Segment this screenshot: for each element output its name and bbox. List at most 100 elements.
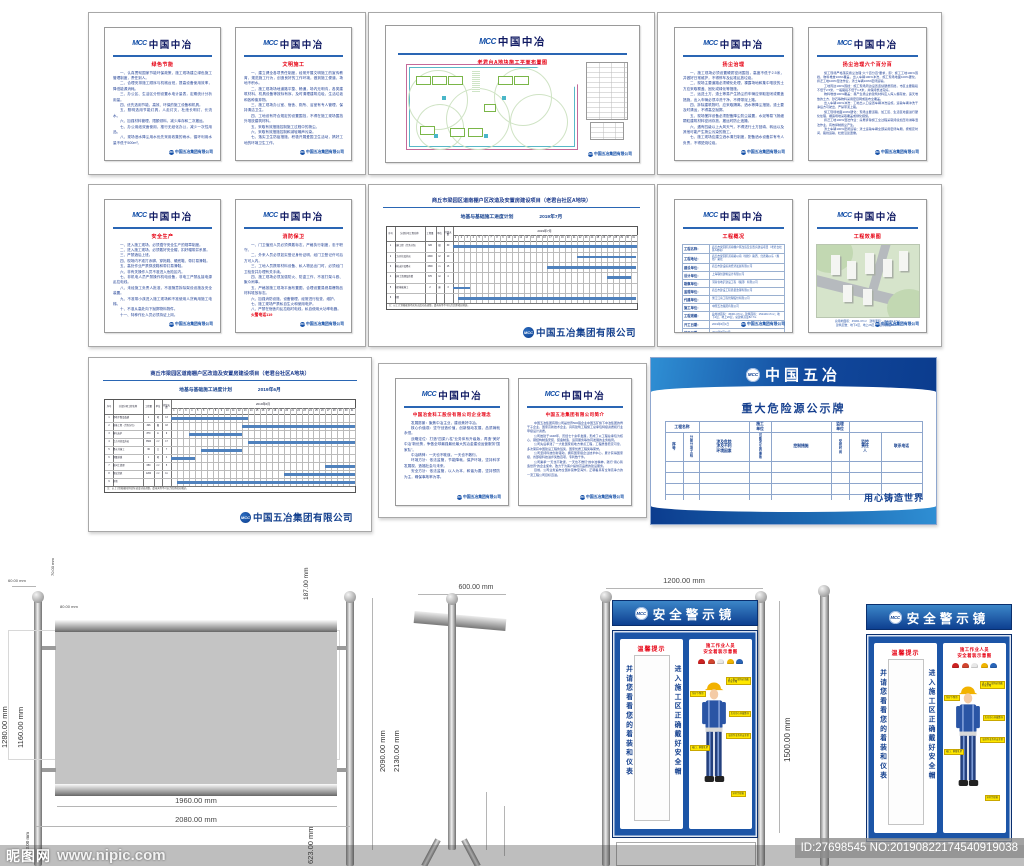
- text-line: 中国五冶集团有限公司是世界500强企业中国五矿旗下中冶集团的骨干子企业，国家高新…: [527, 420, 624, 434]
- row-value: 商丘市建设投资经济发展有限公司: [712, 265, 753, 269]
- text-line: 四、工地设有符合规定的设置围挡，不得在施工现场围挡外堆放建筑材料。: [244, 113, 343, 124]
- gantt-grid-part: 18: [555, 236, 558, 240]
- gantt-grid-part: 30: [626, 236, 629, 240]
- gantt-grid-part: 23: [584, 236, 588, 240]
- gantt-grid-part: [523, 235, 525, 304]
- clamp: [42, 646, 56, 650]
- gantt-grid-part: 36: [147, 449, 150, 452]
- text-line: 二、外来人员必须如实登记身份证明，经门卫登记许可后方可入内。: [244, 253, 343, 263]
- divider: [817, 227, 918, 229]
- gantt-grid-part: 项: [156, 417, 160, 420]
- gantt-grid-part: [464, 235, 465, 304]
- dimension-label: 80.00 mm: [60, 604, 78, 609]
- page-header: MCC 中国中冶: [396, 386, 508, 404]
- stand-post-partial: [818, 585, 830, 866]
- orange-helmet-icon: [961, 662, 969, 669]
- rendering-caption: 总用地面积：45301.07m² 建筑面积：152449.17m²: [835, 318, 900, 323]
- stand-post-left: [32, 591, 44, 866]
- text-line: 一、建立健全各项责任制度，经常开展文明施工的宣传教育，规范施工行为，创造良好的工…: [244, 70, 343, 86]
- gantt-grid-part: [443, 227, 445, 304]
- clamp: [337, 646, 347, 650]
- gantt-grid-part: [435, 227, 437, 304]
- mirror-panel: 温馨提示 并请您看看您的着装和仪表 进入施工区正确戴好安全帽: [620, 639, 683, 829]
- blank-cell: [770, 471, 832, 484]
- table-row: 勘察单位： 河南省地矿建设工程（集团）有限公司: [683, 279, 784, 288]
- tower-building: [830, 254, 840, 275]
- text-line: 目前，公司业务遍布全国并延伸至海外，正朝着具有全球竞争力的一流工程公司目标迈进。: [527, 468, 623, 477]
- blank-cell: [848, 421, 923, 433]
- text-line: 物料堆放100%覆盖：易产生扬尘的建筑材料应入库入棚存放，露天堆放的土方、砂石等…: [817, 92, 918, 101]
- gantt-grid-part: 11: [513, 236, 517, 240]
- gantt-grid-part: 7: [108, 465, 110, 468]
- gantt-grid-part: [307, 408, 309, 487]
- gantt-grid-part: [559, 235, 560, 304]
- dimension-line: [36, 826, 350, 827]
- row-label: 工程规模：: [683, 311, 710, 320]
- blank-cell: [830, 460, 850, 473]
- clamp: [42, 768, 56, 772]
- gantt-grid-part: 12: [519, 236, 523, 240]
- gantt-grid-part: 持续天数: [444, 231, 452, 237]
- callout-labels: 进入施工现场必须戴好安全帽 系好下颚带 反光背心穿戴整齐 高处作业系好安全带 袖口、裤脚…: [943, 643, 1006, 833]
- gantt-grid-part: 1: [147, 417, 150, 420]
- gantt-grid-part: 分部分项工程名称: [400, 233, 419, 236]
- blank-cell: [748, 471, 772, 484]
- gantt-grid-part: [612, 235, 614, 304]
- gantt-grid-part: 22: [578, 236, 582, 240]
- mcc-logo-icon: MCC: [168, 322, 174, 327]
- gantt-grid-part: [105, 454, 355, 455]
- col-header: 监控 责任 人: [848, 432, 882, 462]
- gantt-grid-part: [218, 408, 219, 487]
- watermark-id: ID:27698545 NO:20190822174540919038: [794, 838, 1024, 858]
- gantt-grid-part: m²: [156, 465, 160, 468]
- gantt-grid-part: [260, 408, 261, 487]
- gantt-grid-part: 13: [525, 236, 529, 240]
- dimension-label: 1500.00 mm: [783, 717, 792, 762]
- page-header: MCC 中国中冶: [386, 33, 639, 51]
- board-schedule-june: 商丘市梁园区道南棚户区改造及安置房建设项目（老君台社区A地块） 地基与基础施工进…: [88, 357, 372, 532]
- tower-building: [842, 284, 852, 302]
- table-row: [664, 471, 923, 484]
- blank-cell: [748, 482, 772, 495]
- gantt-grid-part: 24: [590, 236, 594, 240]
- gantt-grid-part: 24: [309, 409, 312, 413]
- blank-cell: [880, 460, 923, 473]
- blue-helmet-icon: [736, 658, 743, 665]
- footer-company: 中国五冶集团有限公司: [463, 495, 501, 499]
- gantt-grid-part: [254, 408, 255, 487]
- gantt-grid-part: [295, 408, 297, 487]
- gantt-grid-part: [452, 227, 454, 304]
- crane-radius-circle: [510, 94, 568, 150]
- sign-header: MCC 安全警示镜: [866, 604, 1012, 630]
- table-row: 竣工日期： 2021年5月31日: [683, 329, 784, 332]
- text-line: 三、施工现场办公室、宿舍、厕所、浴室有专人管理，保持清洁卫生。: [244, 102, 343, 113]
- board-site-plan: MCC 中国中冶 老君台A地块施工平面布置图: [368, 12, 655, 175]
- dimension-line: [12, 586, 36, 587]
- callout-label: 袖口、裤脚扎紧: [944, 749, 965, 755]
- text-line: 五、高处作业严禁穿皮鞋和带钉易滑鞋。: [120, 264, 185, 269]
- gantt-bar: [325, 465, 355, 468]
- gantt-grid-part: [424, 227, 426, 304]
- hazard-bottom-band: [651, 500, 936, 524]
- row-value: 商丘市梁园区道南路以南（规划）路西、归德路以东（规划）路北: [712, 255, 780, 262]
- text-line: 一、施工现场必须设置硬质密闭围挡，高度不低于2.5米，并做好日常维护，不得停车及…: [683, 70, 784, 80]
- gantt-grid-part: 1200: [145, 473, 152, 476]
- schedule-subtitle-row: 地基与基础施工进度计划 2019年7月: [369, 213, 654, 220]
- mcc-logo-icon: MCC: [168, 150, 174, 155]
- gantt-grid-part: [224, 408, 225, 487]
- board-major-hazard: MCC 中国五冶 重大危险源公示牌 工程名称 施工 单位 监理 单位 序号 分部…: [650, 357, 937, 525]
- sign-top-bar-side-view: [413, 611, 507, 631]
- divider: [113, 55, 212, 57]
- gantt-grid-part: [624, 235, 626, 304]
- page-fire-security: MCC 中国中冶 消防保卫 一、门卫值班人员必须佩戴标志，严格执行制度，忠于职守。…: [235, 199, 352, 333]
- divider: [244, 55, 343, 57]
- gantt-bar: [176, 481, 355, 484]
- gantt-bar: [171, 457, 195, 460]
- blank-cell: [830, 471, 850, 484]
- text-line: 九、不准带小孩进入施工现场和不准使用人货两用施工电梯。: [113, 296, 212, 306]
- tower-building: [862, 288, 872, 305]
- gantt-grid-part: 870: [428, 276, 432, 279]
